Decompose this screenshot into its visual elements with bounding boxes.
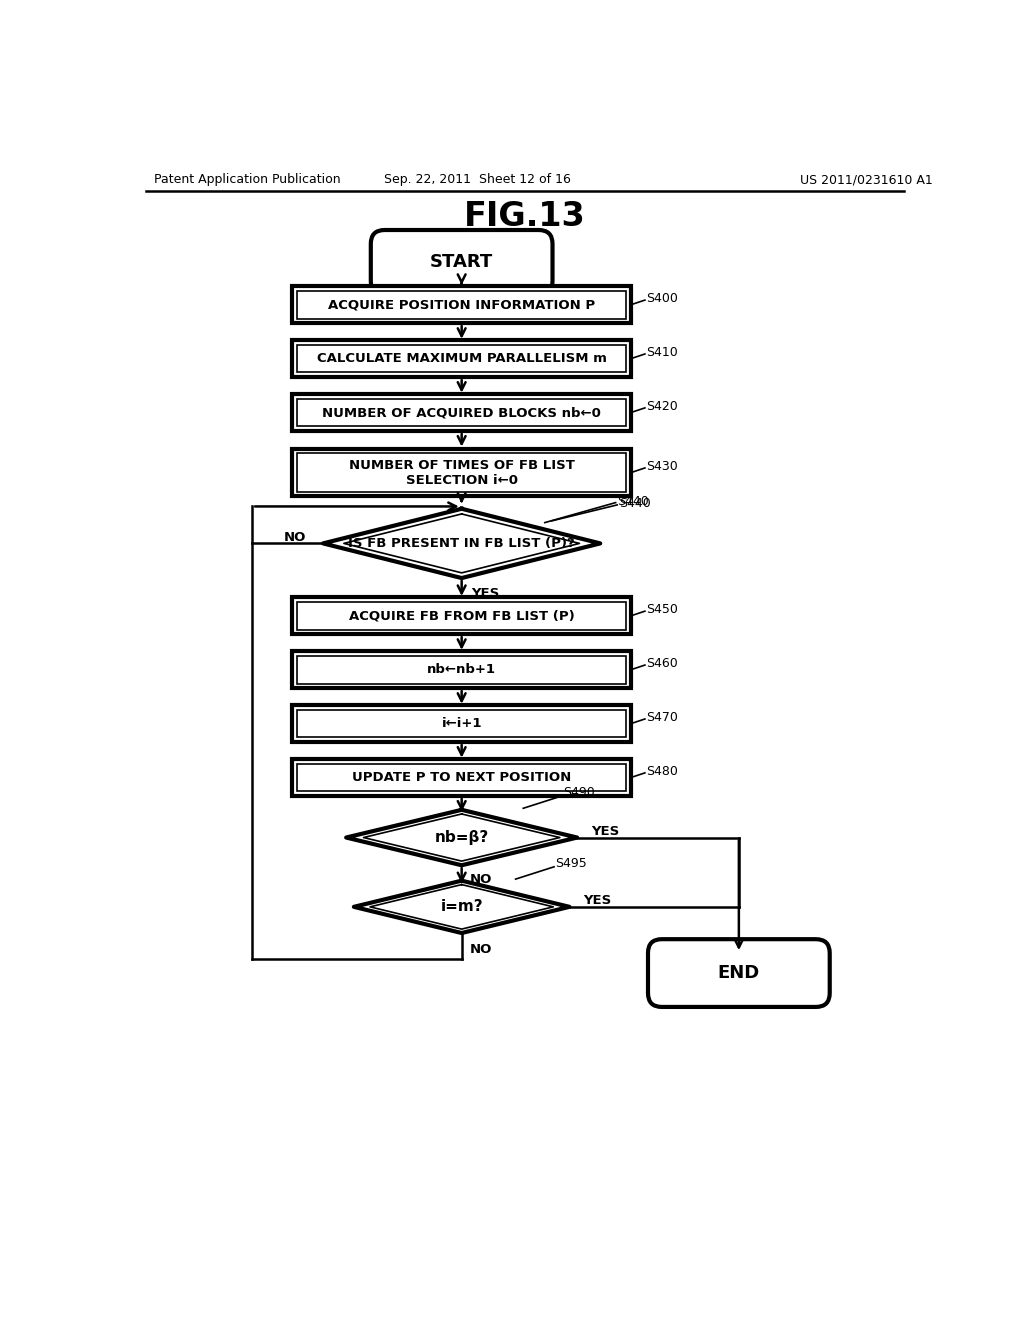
Text: NUMBER OF TIMES OF FB LIST
SELECTION i←0: NUMBER OF TIMES OF FB LIST SELECTION i←0: [349, 458, 574, 487]
Text: NO: NO: [284, 531, 306, 544]
Bar: [297, 763, 627, 792]
Text: S460: S460: [646, 657, 678, 671]
Bar: [292, 341, 631, 378]
Text: YES: YES: [591, 825, 620, 838]
Text: S410: S410: [646, 346, 678, 359]
Polygon shape: [354, 880, 569, 933]
Text: START: START: [430, 253, 494, 272]
Text: S470: S470: [646, 711, 678, 723]
Bar: [292, 286, 631, 323]
Bar: [297, 602, 627, 630]
Text: CALCULATE MAXIMUM PARALLELISM m: CALCULATE MAXIMUM PARALLELISM m: [316, 352, 606, 366]
FancyBboxPatch shape: [648, 940, 829, 1007]
Bar: [297, 290, 627, 318]
Text: Patent Application Publication: Patent Application Publication: [154, 173, 340, 186]
Bar: [292, 393, 631, 430]
Text: i=m?: i=m?: [440, 899, 483, 915]
Text: i←i+1: i←i+1: [441, 717, 482, 730]
Bar: [292, 449, 631, 496]
Text: S495: S495: [556, 857, 588, 870]
Text: NUMBER OF ACQUIRED BLOCKS nb←0: NUMBER OF ACQUIRED BLOCKS nb←0: [323, 407, 601, 418]
Bar: [297, 345, 627, 372]
Bar: [297, 656, 627, 684]
Text: S400: S400: [646, 292, 678, 305]
Text: IS FB PRESENT IN FB LIST (P)?: IS FB PRESENT IN FB LIST (P)?: [348, 537, 575, 550]
Text: Sep. 22, 2011  Sheet 12 of 16: Sep. 22, 2011 Sheet 12 of 16: [384, 173, 570, 186]
Text: NO: NO: [469, 944, 492, 957]
Bar: [292, 759, 631, 796]
Text: S440: S440: [617, 495, 649, 508]
Text: YES: YES: [584, 894, 611, 907]
Text: nb=β?: nb=β?: [434, 830, 488, 845]
FancyBboxPatch shape: [371, 230, 553, 294]
Text: END: END: [718, 964, 760, 982]
Polygon shape: [323, 508, 600, 578]
Bar: [292, 705, 631, 742]
Bar: [292, 651, 631, 688]
Polygon shape: [346, 810, 578, 866]
Text: S430: S430: [646, 459, 678, 473]
Text: ACQUIRE POSITION INFORMATION P: ACQUIRE POSITION INFORMATION P: [328, 298, 595, 312]
Text: S490: S490: [563, 787, 595, 800]
Bar: [297, 399, 627, 426]
Text: YES: YES: [471, 587, 499, 601]
Bar: [297, 453, 627, 492]
Bar: [292, 597, 631, 635]
Text: FIG.13: FIG.13: [464, 201, 586, 234]
Text: S480: S480: [646, 764, 678, 777]
Bar: [297, 710, 627, 738]
Text: UPDATE P TO NEXT POSITION: UPDATE P TO NEXT POSITION: [352, 771, 571, 784]
Text: S420: S420: [646, 400, 678, 413]
Text: nb←nb+1: nb←nb+1: [427, 663, 497, 676]
Text: US 2011/0231610 A1: US 2011/0231610 A1: [801, 173, 933, 186]
Text: S440: S440: [618, 496, 650, 510]
Text: ACQUIRE FB FROM FB LIST (P): ACQUIRE FB FROM FB LIST (P): [349, 610, 574, 622]
Text: S450: S450: [646, 603, 678, 616]
Text: NO: NO: [469, 873, 492, 886]
